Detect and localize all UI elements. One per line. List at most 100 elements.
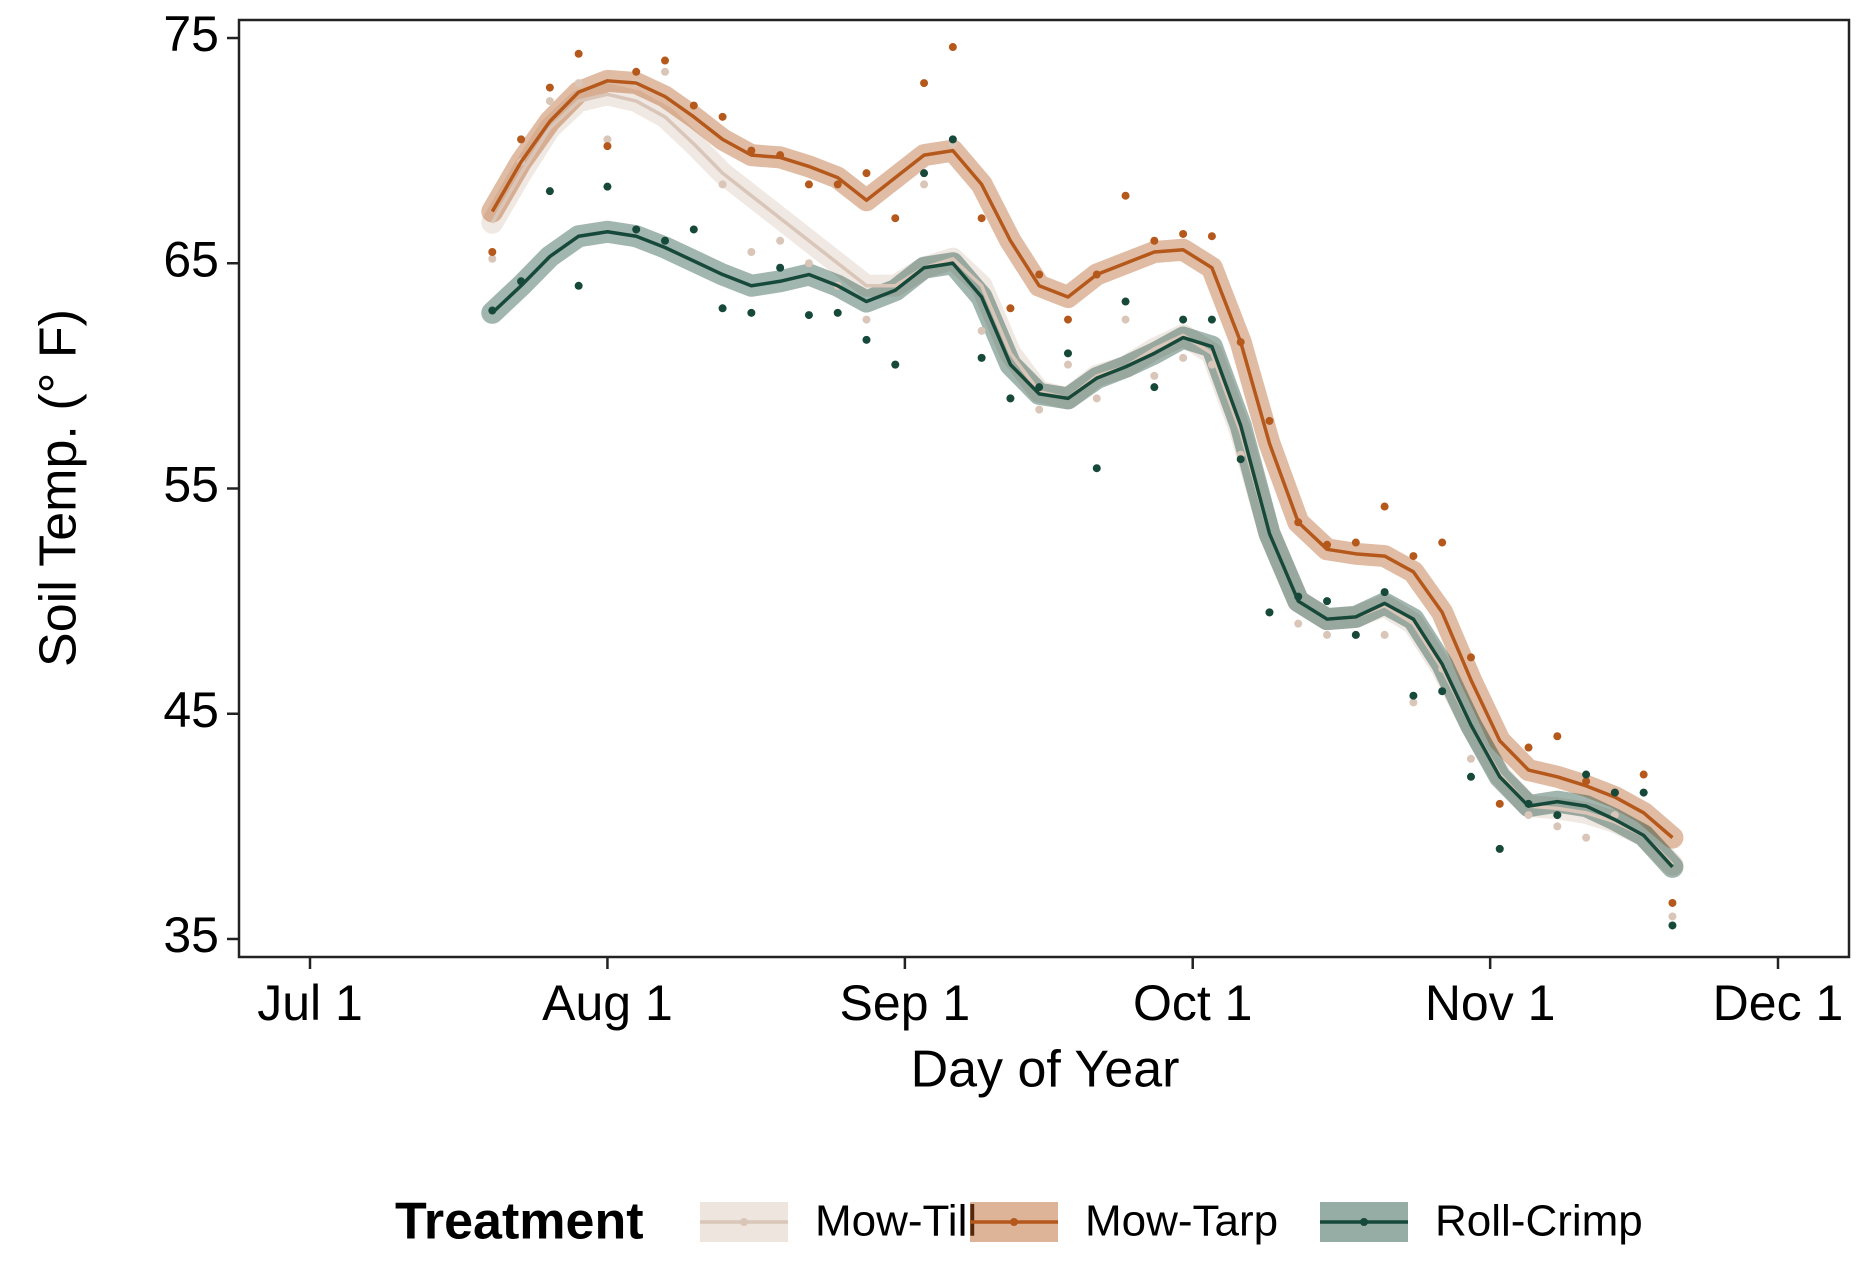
x-tick-label: Sep 1 bbox=[840, 975, 971, 1031]
observation-point bbox=[1207, 315, 1216, 324]
observation-point bbox=[1150, 236, 1159, 245]
observation-point bbox=[718, 112, 727, 121]
x-tick-label: Nov 1 bbox=[1425, 975, 1556, 1031]
observation-point bbox=[632, 225, 641, 234]
observation-point bbox=[1380, 630, 1389, 639]
observation-point bbox=[804, 259, 813, 268]
observation-point bbox=[1035, 270, 1044, 279]
legend-label: Mow-Tarp bbox=[1085, 1197, 1278, 1246]
observation-point bbox=[1063, 349, 1072, 358]
observation-point bbox=[1092, 394, 1101, 403]
observation-point bbox=[833, 308, 842, 317]
y-tick-label: 55 bbox=[163, 457, 219, 513]
observation-point bbox=[948, 43, 957, 52]
observation-point bbox=[1380, 502, 1389, 511]
observation-point bbox=[661, 67, 670, 76]
observation-point bbox=[891, 360, 900, 369]
observation-point bbox=[776, 263, 785, 272]
observation-point bbox=[1351, 538, 1360, 547]
observation-point bbox=[488, 254, 497, 263]
observation-point bbox=[1035, 405, 1044, 414]
observation-point bbox=[1121, 191, 1130, 200]
observation-point bbox=[1639, 770, 1648, 779]
observation-point bbox=[1179, 315, 1188, 324]
y-tick-label: 75 bbox=[163, 6, 219, 62]
x-tick-label: Dec 1 bbox=[1713, 975, 1844, 1031]
observation-point bbox=[1466, 772, 1475, 781]
observation-point bbox=[1582, 833, 1591, 842]
x-axis-title: Day of Year bbox=[911, 1041, 1180, 1099]
observation-point bbox=[1006, 304, 1015, 313]
y-tick-label: 45 bbox=[163, 682, 219, 738]
observation-point bbox=[1409, 698, 1418, 707]
observation-point bbox=[1063, 315, 1072, 324]
observation-point bbox=[862, 315, 871, 324]
observation-point bbox=[920, 79, 929, 88]
observation-point bbox=[1351, 630, 1360, 639]
legend-key-dot bbox=[1010, 1218, 1018, 1226]
observation-point bbox=[1179, 229, 1188, 238]
observation-point bbox=[1121, 297, 1130, 306]
x-tick-label: Aug 1 bbox=[542, 975, 673, 1031]
observation-point bbox=[1409, 691, 1418, 700]
observation-point bbox=[545, 83, 554, 92]
y-tick-label: 35 bbox=[163, 907, 219, 963]
observation-point bbox=[545, 97, 554, 106]
observation-point bbox=[574, 79, 583, 88]
observation-point bbox=[1466, 653, 1475, 662]
observation-point bbox=[574, 49, 583, 58]
observation-point bbox=[1294, 619, 1303, 628]
observation-point bbox=[1380, 588, 1389, 597]
observation-point bbox=[1639, 788, 1648, 797]
observation-point bbox=[603, 142, 612, 151]
observation-point bbox=[517, 135, 526, 144]
observation-point bbox=[1265, 608, 1274, 617]
observation-point bbox=[1207, 232, 1216, 241]
observation-point bbox=[1553, 811, 1562, 820]
observation-point bbox=[920, 169, 929, 178]
observation-point bbox=[747, 308, 756, 317]
observation-point bbox=[1524, 811, 1533, 820]
observation-point bbox=[1524, 743, 1533, 752]
observation-point bbox=[1179, 353, 1188, 362]
observation-point bbox=[948, 135, 957, 144]
observation-point bbox=[1006, 394, 1015, 403]
observation-point bbox=[1409, 552, 1418, 561]
observation-point bbox=[804, 180, 813, 189]
confidence-band bbox=[481, 69, 1684, 849]
observation-point bbox=[1063, 360, 1072, 369]
observation-point bbox=[1553, 822, 1562, 831]
observation-point bbox=[1150, 371, 1159, 380]
observation-point bbox=[661, 56, 670, 65]
legend-key-dot bbox=[740, 1218, 748, 1226]
y-axis-title: Soil Temp. (° F) bbox=[30, 309, 88, 667]
observation-point bbox=[1121, 315, 1130, 324]
observation-point bbox=[1495, 844, 1504, 853]
observation-point bbox=[1438, 687, 1447, 696]
legend-label: Mow-Till bbox=[815, 1197, 977, 1246]
observation-point bbox=[718, 180, 727, 189]
observation-point bbox=[977, 353, 986, 362]
observation-point bbox=[920, 180, 929, 189]
x-tick-label: Jul 1 bbox=[257, 975, 363, 1031]
observation-point bbox=[804, 311, 813, 320]
observation-point bbox=[689, 225, 698, 234]
observation-point bbox=[1668, 898, 1677, 907]
observation-point bbox=[603, 182, 612, 191]
observation-point bbox=[632, 67, 641, 76]
observation-point bbox=[1466, 754, 1475, 763]
observation-point bbox=[1092, 464, 1101, 473]
observation-point bbox=[603, 135, 612, 144]
observation-point bbox=[977, 214, 986, 223]
observation-point bbox=[747, 247, 756, 256]
x-tick-label: Oct 1 bbox=[1133, 975, 1252, 1031]
observation-point bbox=[1553, 732, 1562, 741]
observation-point bbox=[1323, 597, 1332, 606]
observation-point bbox=[661, 236, 670, 245]
observation-point bbox=[574, 281, 583, 290]
observation-point bbox=[1265, 416, 1274, 425]
observation-point bbox=[1438, 538, 1447, 547]
observation-point bbox=[1236, 455, 1245, 464]
observation-point bbox=[1582, 770, 1591, 779]
